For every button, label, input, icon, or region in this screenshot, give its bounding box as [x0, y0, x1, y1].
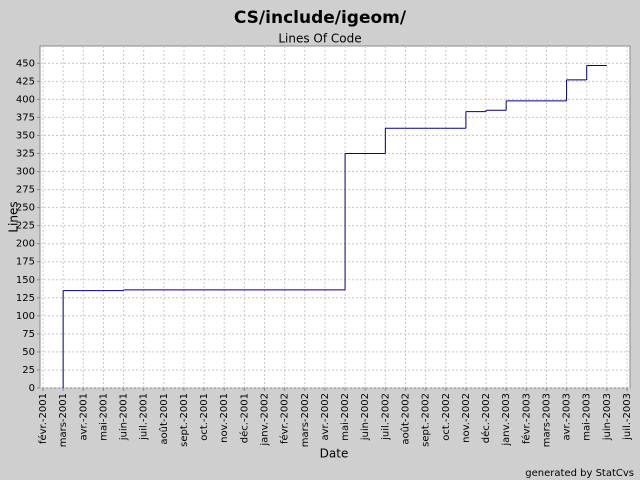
- y-tick-label: 400: [16, 94, 35, 105]
- x-tick-label: avr.-2003: [562, 393, 573, 440]
- x-tick-label: déc.-2002: [480, 393, 492, 443]
- x-tick-label: sept.-2002: [421, 393, 432, 447]
- x-tick-label: févr.-2001: [37, 393, 49, 444]
- x-tick-label: mars-2003: [541, 393, 552, 447]
- x-tick-label: mai-2002: [340, 393, 351, 441]
- x-tick-label: janv.-2002: [260, 393, 271, 447]
- x-tick-label: oct.-2001: [199, 393, 210, 441]
- y-tick-label: 0: [29, 383, 35, 394]
- y-tick-label: 175: [16, 257, 35, 268]
- x-tick-label: nov.-2001: [219, 393, 230, 443]
- x-tick-label: mai-2003: [582, 393, 593, 441]
- x-tick-label: sept.-2001: [179, 393, 190, 447]
- plot-area: [39, 45, 631, 389]
- y-tick-label: 325: [16, 149, 35, 160]
- x-tick-label: juin-2001: [119, 393, 130, 441]
- x-tick-label: mars-2002: [300, 393, 311, 447]
- x-tick-label: nov.-2002: [461, 393, 472, 443]
- x-axis-label: Date: [320, 447, 349, 461]
- y-tick-label: 375: [16, 112, 35, 123]
- y-tick-label: 300: [16, 167, 35, 178]
- x-tick-label: juil.-2001: [139, 393, 150, 441]
- y-tick-label: 75: [22, 329, 35, 340]
- x-tick-label: avr.-2002: [320, 393, 331, 440]
- y-tick-label: 100: [16, 311, 35, 322]
- y-tick-label: 25: [22, 365, 35, 376]
- x-tick-label: déc.-2001: [238, 393, 250, 443]
- y-tick-label: 450: [16, 58, 35, 69]
- y-tick-label: 350: [16, 130, 35, 141]
- x-tick-label: janv.-2003: [501, 393, 512, 447]
- x-tick-label: juin-2002: [360, 393, 371, 441]
- x-tick-label: août-2002: [399, 393, 411, 445]
- y-tick-label: 225: [16, 221, 35, 232]
- x-tick-label: févr.-2002: [279, 393, 291, 444]
- x-tick-label: juil.-2003: [622, 393, 633, 441]
- x-tick-label: août-2001: [158, 393, 170, 445]
- chart-subtitle: Lines Of Code: [278, 32, 361, 46]
- y-tick-label: 150: [16, 275, 35, 286]
- y-tick-label: 425: [16, 76, 35, 87]
- x-tick-label: avr.-2001: [78, 393, 89, 440]
- y-tick-label: 50: [22, 347, 35, 358]
- x-tick-label: oct.-2002: [441, 393, 452, 441]
- chart-title: CS/include/igeom/: [234, 8, 407, 28]
- x-tick-label: févr.-2003: [520, 393, 532, 444]
- y-tick-label: 250: [16, 203, 35, 214]
- y-axis-label: Lines: [7, 201, 21, 232]
- y-tick-label: 275: [16, 185, 35, 196]
- y-tick-label: 125: [16, 293, 35, 304]
- y-tick-label: 200: [16, 239, 35, 250]
- x-tick-label: juil.-2002: [380, 393, 391, 441]
- x-tick-label: mars-2001: [58, 393, 69, 447]
- x-tick-label: juin-2003: [602, 393, 613, 441]
- footer: generated by StatCvs: [525, 468, 634, 479]
- x-tick-label: mai-2001: [98, 393, 109, 441]
